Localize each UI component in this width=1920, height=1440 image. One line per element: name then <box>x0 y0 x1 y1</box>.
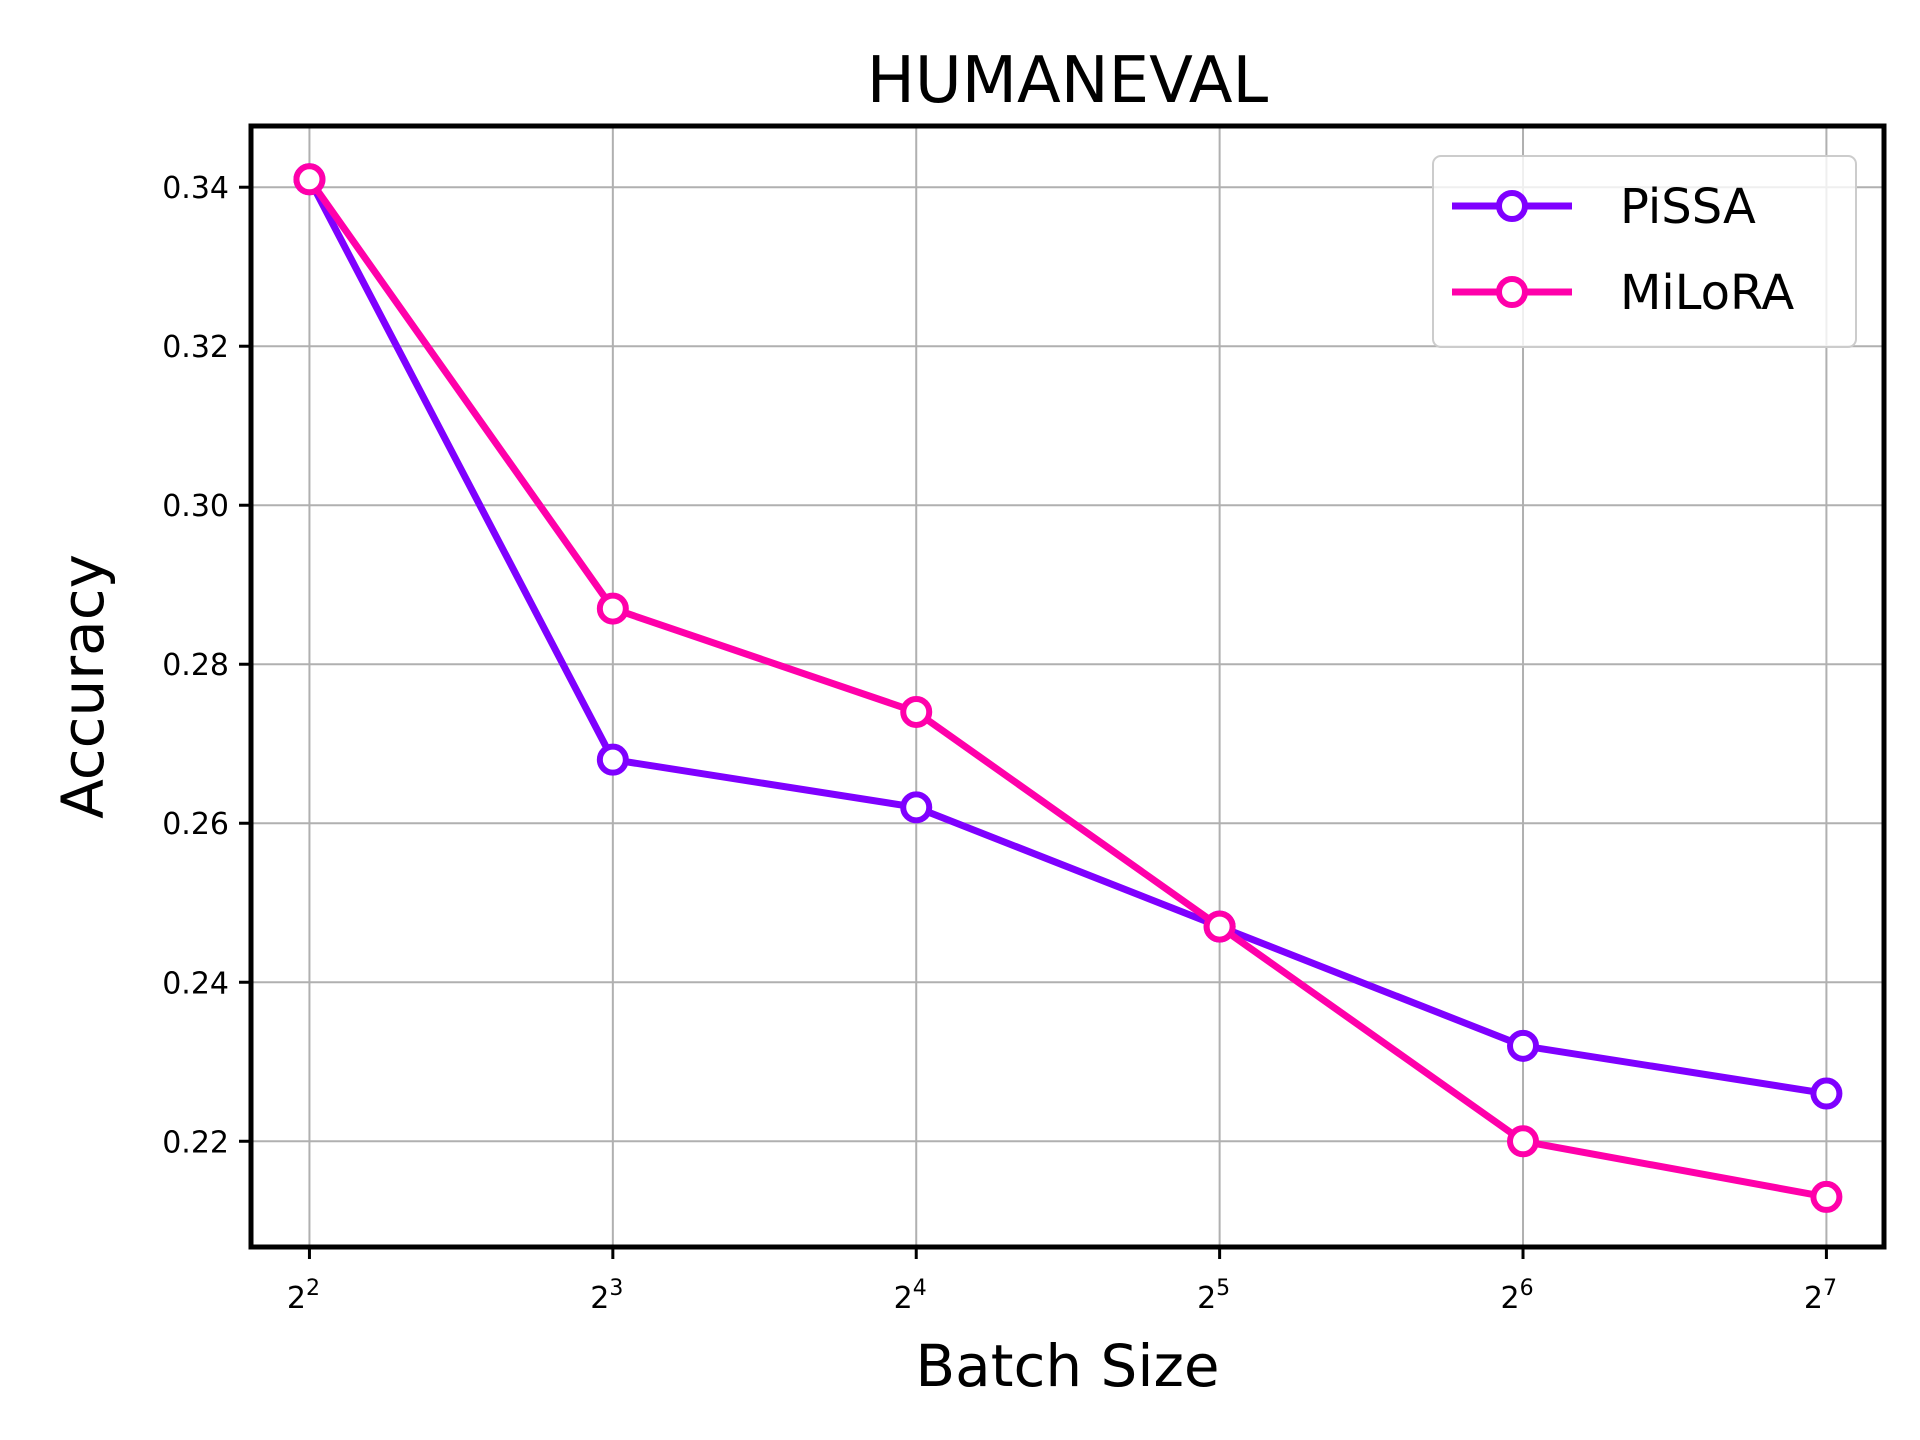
data-point-pissa <box>1507 1029 1540 1062</box>
legend-marker-milora <box>1496 276 1528 308</box>
y-axis-label: Accuracy <box>49 554 117 819</box>
data-point-milora <box>596 592 629 625</box>
data-point-pissa <box>596 743 629 776</box>
series-milora <box>293 163 1843 1213</box>
x-tick-label: 26 <box>1500 1276 1533 1316</box>
series-line-pissa <box>305 175 1830 1098</box>
y-tick-label: 0.22 <box>162 1125 229 1160</box>
plot-frame <box>248 123 1887 1250</box>
x-axis: 22 23 24 25 26 27 <box>287 1247 1837 1316</box>
y-tick-label: 0.28 <box>162 648 229 683</box>
y-axis: 0.22 0.24 0.26 0.28 0.30 0.32 0.34 <box>162 171 251 1160</box>
x-tick-label: 23 <box>590 1276 623 1316</box>
x-axis-label: Batch Size <box>915 1332 1219 1400</box>
x-tick-label: 22 <box>287 1276 320 1316</box>
series-line-milora <box>305 175 1830 1201</box>
series-layer <box>293 163 1843 1213</box>
data-point-milora <box>1507 1125 1540 1158</box>
legend: PiSSA MiLoRA <box>1432 155 1857 348</box>
legend-entry-pissa: PiSSA <box>1452 179 1756 235</box>
data-point-pissa <box>900 791 933 824</box>
y-tick-label: 0.30 <box>162 489 229 524</box>
grid <box>251 126 1884 1247</box>
chart-title: HUMANEVAL <box>867 44 1269 118</box>
legend-entry-milora: MiLoRA <box>1452 265 1794 321</box>
x-tick-label: 25 <box>1197 1276 1230 1316</box>
y-tick-label: 0.24 <box>162 966 229 1001</box>
data-point-milora <box>1810 1180 1843 1213</box>
data-point-milora <box>900 695 933 728</box>
y-tick-label: 0.34 <box>162 171 229 206</box>
x-tick-label: 27 <box>1804 1276 1837 1316</box>
data-point-pissa <box>1810 1077 1843 1110</box>
legend-marker-pissa <box>1496 190 1528 222</box>
data-point-milora <box>1203 910 1236 943</box>
legend-label-pissa: PiSSA <box>1620 179 1756 235</box>
data-point-milora <box>293 163 326 196</box>
y-tick-label: 0.26 <box>162 807 229 842</box>
y-tick-label: 0.32 <box>162 330 229 365</box>
legend-label-milora: MiLoRA <box>1620 265 1794 321</box>
x-tick-label: 24 <box>894 1276 927 1316</box>
